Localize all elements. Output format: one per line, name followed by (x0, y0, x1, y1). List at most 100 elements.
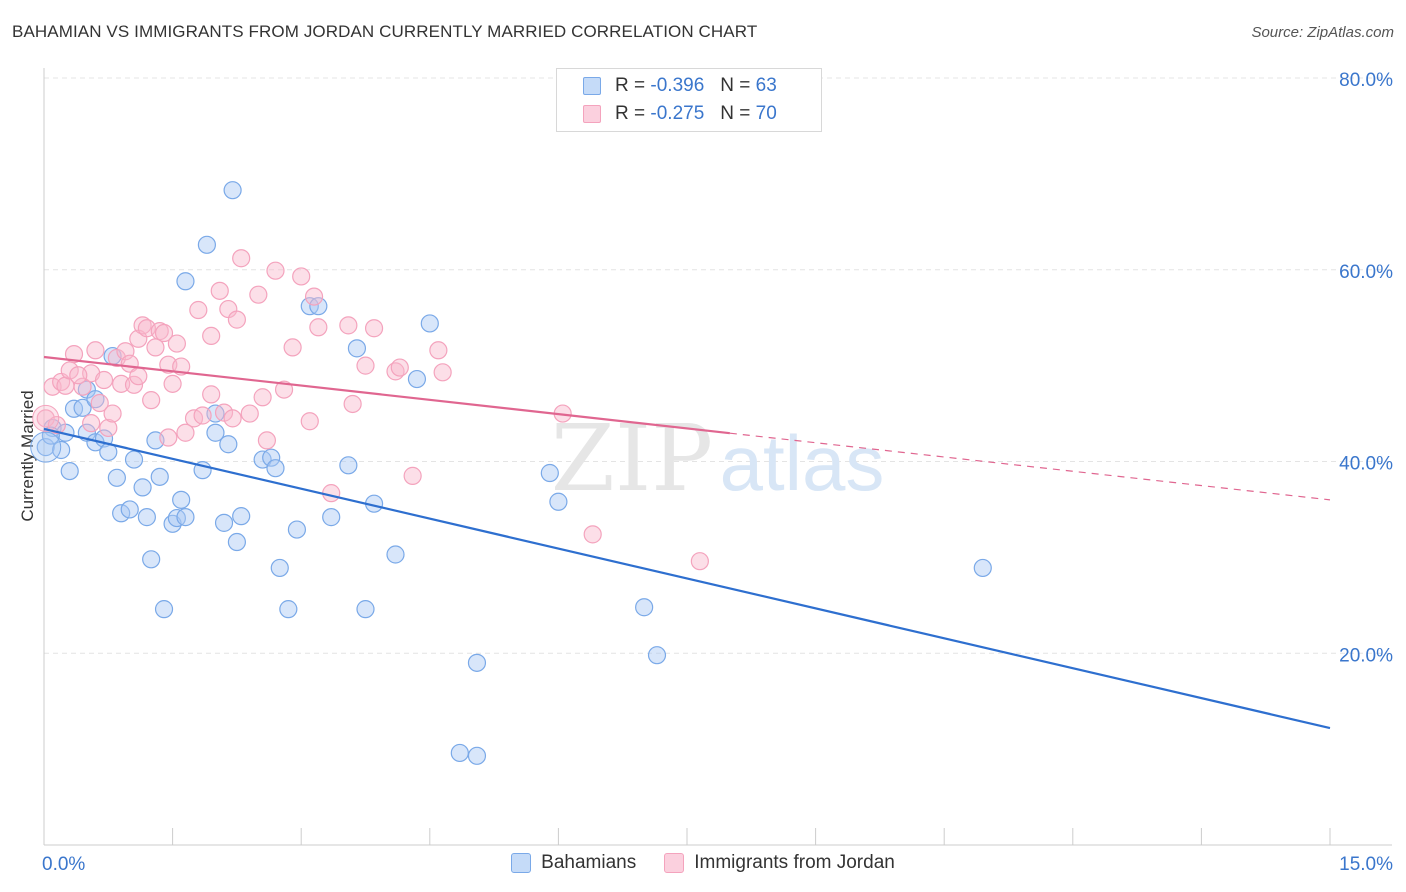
point-bahamians (150, 467, 169, 486)
point-bahamians (549, 492, 568, 511)
point-bahamians (206, 423, 225, 442)
point-bahamians (322, 508, 341, 527)
point-jordan (356, 356, 375, 375)
point-jordan (176, 423, 195, 442)
x-tick-label: 15.0% (1339, 854, 1393, 875)
point-jordan (223, 409, 242, 428)
series-swatch-jordan (664, 853, 685, 873)
stats-legend: R = -0.396 N = 63 R = -0.275 N = 70 (556, 68, 822, 132)
legend-row-jordan: R = -0.275 N = 70 (583, 102, 777, 126)
point-jordan (304, 287, 324, 306)
point-bahamians (540, 463, 559, 483)
point-jordan (159, 428, 178, 447)
y-tick-label: 20.0% (1339, 645, 1393, 666)
point-bahamians (262, 448, 281, 467)
point-bahamians (124, 450, 144, 469)
legend-swatch-jordan (583, 105, 601, 123)
point-jordan (82, 414, 101, 433)
point-bahamians (407, 369, 427, 389)
point-bahamians (133, 478, 152, 497)
point-bahamians (635, 598, 654, 617)
point-jordan (202, 326, 221, 346)
point-bahamians (60, 461, 79, 481)
x-tick-label: 0.0% (42, 854, 85, 875)
grid-lines (44, 77, 1392, 654)
point-bahamians (386, 545, 405, 564)
point-jordan (36, 409, 55, 428)
point-jordan (583, 525, 602, 544)
point-jordan (257, 431, 277, 450)
point-jordan (390, 358, 409, 377)
point-jordan (403, 466, 422, 485)
data-points (30, 181, 992, 765)
point-jordan (163, 374, 182, 393)
legend-r-value: -0.275 (650, 103, 705, 124)
y-tick-label: 60.0% (1339, 262, 1393, 283)
point-bahamians (347, 339, 367, 358)
series-legend: Bahamians Immigrants from Jordan (0, 852, 1406, 874)
point-jordan (232, 249, 251, 268)
point-bahamians (450, 743, 469, 763)
series-label-bahamians: Bahamians (541, 852, 637, 873)
point-bahamians (270, 558, 289, 578)
point-bahamians (197, 235, 216, 254)
point-bahamians (287, 520, 307, 539)
point-jordan (690, 552, 709, 571)
trend-line-jordan-extension (729, 432, 1331, 501)
point-bahamians (172, 490, 191, 509)
legend-row-bahamians: R = -0.396 N = 63 (583, 74, 777, 98)
legend-n-label: N = (720, 103, 751, 124)
point-bahamians (309, 297, 328, 316)
point-bahamians (232, 507, 251, 526)
series-label-jordan: Immigrants from Jordan (694, 852, 895, 873)
point-bahamians (227, 532, 246, 552)
legend-n-label: N = (720, 75, 751, 96)
point-jordan (90, 393, 109, 413)
point-bahamians (467, 746, 487, 765)
point-jordan (202, 385, 221, 404)
point-jordan (292, 267, 311, 286)
point-bahamians (107, 468, 126, 487)
point-jordan (240, 404, 259, 423)
watermark-atlas: atlas (720, 419, 885, 507)
point-jordan (343, 394, 362, 414)
point-jordan (322, 484, 341, 503)
series-legend-jordan: Immigrants from Jordan (664, 852, 895, 874)
point-jordan (283, 338, 302, 357)
point-jordan (112, 374, 131, 393)
axes (43, 68, 1392, 846)
point-bahamians (356, 600, 375, 619)
point-jordan (154, 323, 174, 343)
point-jordan (103, 404, 122, 423)
point-jordan (193, 406, 212, 425)
point-bahamians (142, 550, 161, 569)
point-bahamians (176, 508, 195, 527)
legend-r-value: -0.396 (650, 75, 705, 96)
point-jordan (32, 404, 60, 432)
point-jordan (99, 418, 118, 438)
watermark-zip: ZIP (551, 405, 713, 512)
point-jordan (227, 310, 246, 329)
point-jordan (73, 377, 92, 396)
legend-r-label: R = (615, 75, 646, 96)
y-tick-label: 80.0% (1339, 70, 1393, 91)
point-jordan (69, 366, 88, 385)
point-jordan (274, 380, 294, 399)
point-jordan (429, 341, 448, 360)
point-bahamians (973, 558, 992, 578)
point-bahamians (420, 314, 439, 333)
point-bahamians (120, 500, 139, 519)
point-bahamians (36, 438, 55, 457)
point-jordan (124, 375, 144, 394)
trend-lines (43, 355, 1331, 730)
point-jordan (339, 316, 358, 335)
y-tick-label: 40.0% (1339, 454, 1393, 475)
point-bahamians (223, 181, 242, 200)
point-jordan (86, 341, 105, 360)
watermark: ZIP atlas (551, 405, 884, 512)
point-bahamians (73, 398, 92, 417)
series-legend-bahamians: Bahamians (511, 852, 636, 874)
point-bahamians (266, 459, 285, 478)
point-bahamians (467, 653, 487, 672)
